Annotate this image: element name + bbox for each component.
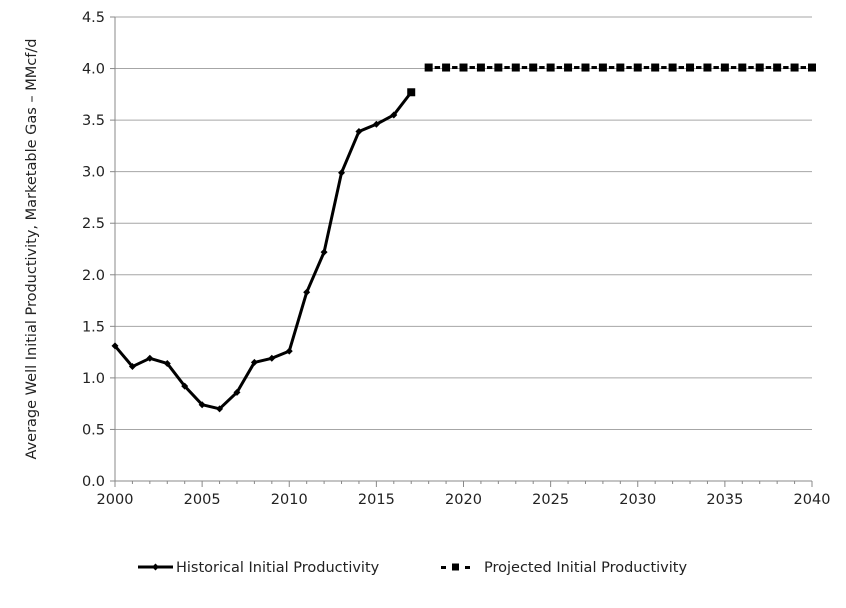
projected-dash [783,66,789,70]
historical-data-point [320,248,328,256]
historical-data-point [216,405,224,413]
projected-data-point [511,63,520,72]
x-tick-label: 2000 [97,492,134,508]
historical-data-point [285,347,293,355]
historical-data-point [390,111,398,119]
y-tick-label: 0.0 [82,474,105,490]
projected-data-point [476,63,485,72]
legend-label-historical: Historical Initial Productivity [176,560,380,576]
projected-data-point [633,63,642,72]
projected-dash [452,66,458,70]
y-tick-label: 4.5 [82,10,105,26]
x-tick-label: 2035 [706,492,743,508]
projected-dash [748,66,754,70]
y-tick-label: 1.0 [82,371,105,387]
historical-data-point [198,401,206,409]
y-tick-label: 3.5 [82,113,105,129]
historical-data-point [268,354,276,362]
projected-dash [713,66,719,70]
projected-dash [800,66,806,70]
axes [110,16,813,487]
projected-dash [521,66,528,70]
x-tick-label: 2020 [445,492,482,508]
projected-dash [626,66,632,70]
x-tick-label: 2005 [184,492,221,508]
x-tick-label: 2015 [358,492,395,508]
y-axis-title: Average Well Initial Productivity, Marke… [24,39,40,460]
projected-data-point [773,63,782,72]
legend-label-projected: Projected Initial Productivity [484,560,687,576]
projected-dash [643,66,650,70]
historical-data-point [233,388,241,396]
projected-dash [574,66,580,70]
historical-series-line [113,91,413,411]
historical-data-point [111,342,119,350]
x-tick-label: 2030 [619,492,656,508]
projected-dash [539,66,545,70]
tick-labels: 0.0 0.5 1.0 1.5 2.0 2.5 3.0 3.5 4.0 4.5 2000 2005 20… [82,10,831,508]
projected-dash [556,66,563,70]
projected-data-point [494,63,503,72]
projected-data-point [738,63,747,72]
projected-dash [504,66,510,70]
projected-data-point [755,63,764,72]
legend: Historical Initial Productivity Projecte… [138,560,687,576]
diamond-marker-icon [152,563,159,571]
historical-data-point [250,358,258,366]
series [111,63,816,413]
y-tick-label: 2.5 [82,216,105,232]
projected-data-point [616,63,625,72]
historical-data-point [303,288,311,296]
projected-dash [696,66,702,70]
y-tick-label: 3.0 [82,165,105,181]
projected-data-point [564,63,573,72]
y-tick-label: 1.5 [82,319,105,335]
y-tick-label: 4.0 [82,62,105,78]
historical-data-point [181,382,189,390]
historical-data-point [146,354,154,362]
projected-data-point [808,63,816,72]
historical-data-point [128,363,136,371]
projected-data-point [598,63,607,72]
historical-data-point [355,127,363,135]
legend-item-projected: Projected Initial Productivity [441,560,687,576]
projected-dash [434,66,441,70]
projected-dash [469,66,475,70]
projected-dash [661,66,667,70]
square-marker-icon [452,563,459,571]
projected-data-point [442,63,451,72]
x-tick-label: 2025 [532,492,569,508]
projected-dash [730,66,737,70]
projected-data-point [790,63,799,72]
y-tick-label: 0.5 [82,422,105,438]
historical-data-point [372,120,380,128]
projected-data-point [686,63,695,72]
projected-data-point [720,63,729,72]
historical-data-point [163,359,171,367]
projected-data-point [651,63,660,72]
projected-data-point [581,63,590,72]
projected-data-point [424,63,433,72]
projected-data-point [668,63,677,72]
projected-dash [678,66,685,70]
projected-dash [591,66,597,70]
projected-data-point [546,63,555,72]
legend-item-historical: Historical Initial Productivity [138,560,380,576]
x-tick-label: 2040 [794,492,831,508]
historical-end-point [407,88,416,97]
projected-data-point [703,63,712,72]
projected-data-point [459,63,468,72]
historical-data-point [338,169,346,177]
gridlines [115,16,812,430]
projected-dash [608,66,615,70]
projected-dash [486,66,493,70]
projected-dash [765,66,772,70]
y-tick-label: 2.0 [82,268,105,284]
x-tick-label: 2010 [271,492,308,508]
projected-data-point [529,63,538,72]
